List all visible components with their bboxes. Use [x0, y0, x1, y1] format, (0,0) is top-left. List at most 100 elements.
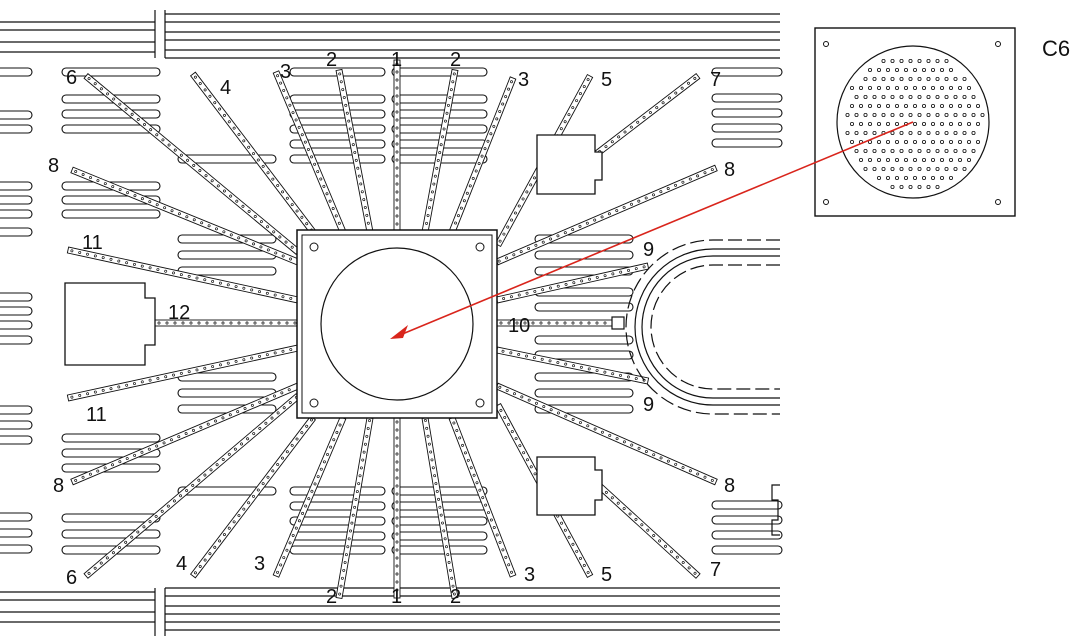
- perforation-hole: [922, 86, 927, 91]
- perforation-hole: [872, 95, 877, 100]
- vent-slot: [61, 195, 161, 205]
- perforation-hole: [908, 95, 913, 100]
- perforation-hole: [931, 175, 936, 180]
- perforation-hole: [958, 157, 963, 162]
- vent-slot: [177, 154, 277, 164]
- perforation-hole: [872, 130, 877, 135]
- perforation-hole: [931, 68, 936, 73]
- left-junction-box: [64, 282, 156, 366]
- vent-slot: [0, 181, 33, 191]
- vent-slot: [534, 404, 634, 414]
- perforation-hole: [917, 113, 922, 118]
- label-1-bottom: 1: [391, 586, 402, 608]
- strip-2-top-right: [421, 68, 459, 234]
- perforation-hole: [940, 175, 945, 180]
- vent-slot: [177, 250, 277, 260]
- oval-track: [625, 239, 780, 415]
- vent-slot: [289, 531, 386, 541]
- vent-slot: [0, 306, 33, 316]
- perforation-hole: [877, 175, 882, 180]
- label-11-top: 11: [82, 232, 103, 254]
- vent-slot: [0, 292, 33, 302]
- perforation-hole: [899, 113, 904, 118]
- strip-2-top-left: [335, 68, 374, 234]
- perforation-hole: [953, 148, 958, 153]
- strip-6-bottom: [83, 393, 301, 579]
- perforation-hole: [854, 113, 859, 118]
- perforation-hole: [944, 166, 949, 171]
- perforation-hole: [931, 122, 936, 127]
- perforation-hole: [872, 77, 877, 82]
- perforation-hole: [895, 139, 900, 144]
- label-6-bottom: 6: [66, 567, 77, 589]
- perforation-hole: [890, 130, 895, 135]
- perforation-hole: [922, 122, 927, 127]
- vent-slot: [391, 94, 488, 104]
- perforation-hole: [908, 59, 913, 64]
- perforation-hole: [922, 104, 927, 109]
- perforation-hole: [944, 148, 949, 153]
- perforation-hole: [926, 95, 931, 100]
- perforation-hole: [877, 139, 882, 144]
- perforation-hole: [890, 148, 895, 153]
- perforation-hole: [935, 95, 940, 100]
- label-2-bottom-right: 2: [450, 586, 461, 608]
- perforation-hole: [899, 130, 904, 135]
- label-8-bottom-left: 8: [53, 475, 64, 497]
- perforation-hole: [877, 86, 882, 91]
- perforation-hole: [908, 148, 913, 153]
- vent-slot: [391, 531, 488, 541]
- perforation-hole: [868, 68, 873, 73]
- vent-slot: [289, 516, 386, 526]
- perforation-hole: [859, 122, 864, 127]
- perforation-hole: [868, 104, 873, 109]
- vent-slot: [289, 94, 386, 104]
- perforation-hole: [868, 122, 873, 127]
- perforation-hole: [953, 130, 958, 135]
- vent-slots: [0, 67, 783, 555]
- perforation-hole: [962, 166, 967, 171]
- label-7-bottom: 7: [710, 559, 721, 581]
- perforation-hole: [863, 113, 868, 118]
- vent-slot: [289, 545, 386, 555]
- perforation-hole: [859, 86, 864, 91]
- perforation-hole: [967, 122, 972, 127]
- perforation-hole: [908, 166, 913, 171]
- perforation-hole: [958, 122, 963, 127]
- perforation-hole: [935, 166, 940, 171]
- vent-slot: [177, 388, 277, 398]
- vent-slot: [711, 545, 783, 555]
- perforation-hole: [872, 166, 877, 171]
- vent-slot: [711, 138, 783, 148]
- perforation-hole: [926, 130, 931, 135]
- perforation-hole: [895, 175, 900, 180]
- vent-slot: [391, 109, 488, 119]
- vent-slot: [61, 124, 161, 134]
- detail-arrow: [390, 121, 914, 339]
- perforation-hole: [922, 157, 927, 162]
- strip-3-bottom-right: [448, 416, 517, 578]
- perforation-hole: [904, 86, 909, 91]
- vent-slot: [61, 529, 161, 539]
- vent-slot: [61, 209, 161, 219]
- perforation-hole: [863, 77, 868, 82]
- top-rails: [0, 10, 780, 59]
- perforation-hole: [872, 148, 877, 153]
- vent-slot: [0, 544, 33, 554]
- perforation-hole: [976, 122, 981, 127]
- perforation-hole: [949, 157, 954, 162]
- perforation-hole: [944, 59, 949, 64]
- perforation-hole: [926, 59, 931, 64]
- perforation-hole: [976, 139, 981, 144]
- vent-slot: [534, 302, 634, 312]
- perforation-hole: [899, 148, 904, 153]
- vent-slot: [177, 404, 277, 414]
- detail-panel: [814, 27, 1016, 217]
- vent-slot: [711, 123, 783, 133]
- perforation-hole: [850, 122, 855, 127]
- vent-slot: [0, 405, 33, 415]
- perforation-hole: [944, 95, 949, 100]
- perforation-hole: [962, 77, 967, 82]
- perforation-hole: [953, 77, 958, 82]
- perforation-hole: [904, 157, 909, 162]
